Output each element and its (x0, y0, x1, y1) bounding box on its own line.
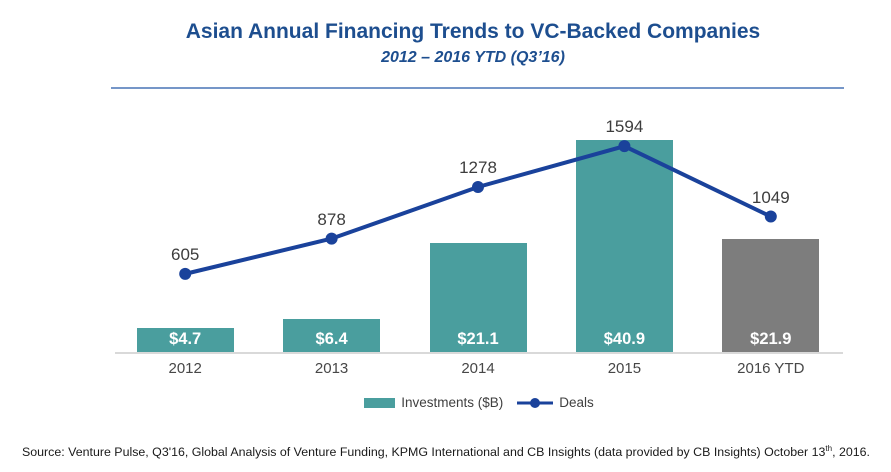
deals-value-label-2016-ytd: 1049 (751, 187, 790, 207)
source-text-suffix: , 2016. (832, 445, 870, 459)
chart-subtitle: 2012 – 2016 YTD (Q3’16) (381, 49, 565, 66)
x-axis-line (115, 352, 843, 354)
chart-title: Asian Annual Financing Trends to VC-Back… (185, 20, 761, 43)
source-text: Source: Venture Pulse, Q3'16, Global Ana… (22, 445, 826, 459)
legend-item-investments: Investments ($B) (364, 394, 503, 412)
x-axis-label-2015: 2015 (607, 360, 642, 377)
source-superscript: th (825, 443, 833, 453)
legend-investments-label: Investments ($B) (401, 395, 504, 410)
legend: Investments ($B) Deals (115, 394, 843, 412)
bar-2013 (283, 318, 381, 352)
x-axis-label-2013: 2013 (314, 360, 349, 377)
x-axis-label-2014: 2014 (461, 360, 495, 377)
deals-value-label-2015: 1594 (605, 117, 644, 137)
deals-marker-2015 (618, 140, 631, 153)
legend-item-deals: Deals (517, 394, 594, 412)
bar-2015 (575, 140, 673, 352)
source-note: Source: Venture Pulse, Q3'16, Global Ana… (22, 443, 882, 459)
bar-value-label-2012: $4.7 (169, 330, 202, 348)
deals-line-marker-icon (517, 398, 554, 408)
bar-2012 (136, 327, 234, 352)
title-separator (111, 87, 844, 89)
bar-value-label-2015: $40.9 (603, 330, 646, 348)
bar-2014 (429, 242, 527, 352)
investments-swatch-icon (364, 398, 396, 408)
deals-value-label-2013: 878 (317, 209, 346, 229)
bar-value-label-2014: $21.1 (457, 330, 499, 348)
deals-value-label-2014: 1278 (459, 157, 497, 177)
x-axis-label-2012: 2012 (168, 360, 202, 377)
deals-marker-2012 (179, 267, 192, 280)
bar-value-label-2016-ytd: $21.9 (750, 330, 792, 348)
x-axis-label-2016-ytd: 2016 YTD (737, 360, 805, 377)
deals-value-label-2012: 605 (171, 244, 200, 264)
deals-marker-2016-ytd (764, 210, 777, 223)
bar-2016-ytd (722, 238, 820, 352)
deals-marker-2013 (325, 232, 338, 245)
bar-value-label-2013: $6.4 (315, 330, 348, 348)
deals-marker-2014 (472, 180, 484, 193)
legend-deals-label: Deals (559, 395, 594, 410)
